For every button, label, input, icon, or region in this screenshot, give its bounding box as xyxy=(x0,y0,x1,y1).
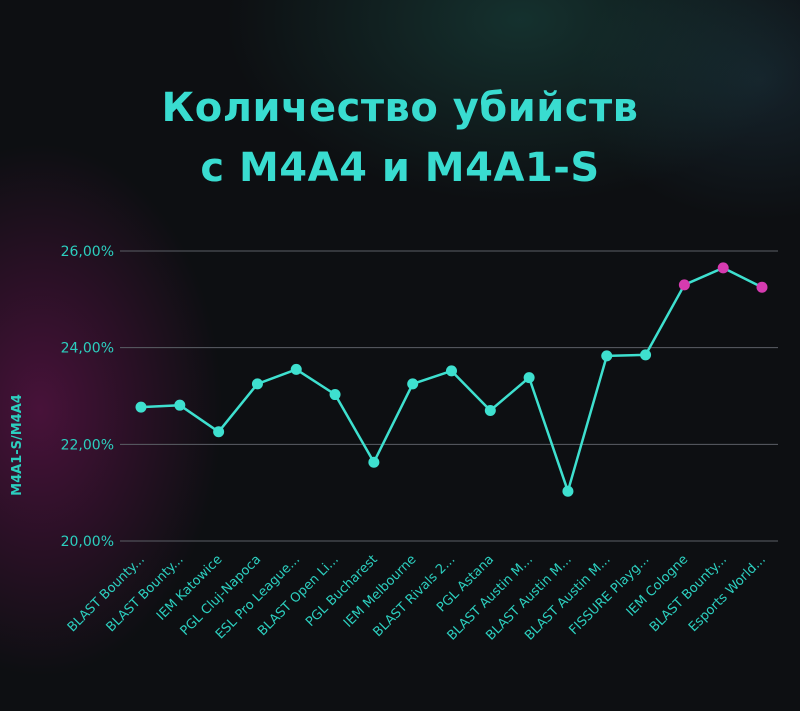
grid-lines xyxy=(120,250,778,542)
y-tick-label: 24,00% xyxy=(61,341,114,357)
data-point xyxy=(290,363,302,375)
y-tick-label: 26,00% xyxy=(61,244,114,260)
data-point xyxy=(640,349,652,361)
data-point xyxy=(601,350,613,362)
chart-title-line-1: Количество убийств xyxy=(161,85,639,131)
series-line xyxy=(140,266,763,493)
y-axis-label: M4A1-S/M4A4 xyxy=(10,394,25,496)
y-tick-label: 20,00% xyxy=(61,534,114,550)
data-point xyxy=(407,378,419,390)
data-point xyxy=(174,399,186,411)
data-point xyxy=(756,281,768,293)
data-points xyxy=(135,262,768,497)
data-point xyxy=(678,279,690,291)
chart-title: Количество убийств с M4A4 и M4A1-S xyxy=(0,78,800,198)
series-line-path xyxy=(140,266,763,493)
x-axis-ticks: BLAST Bounty...BLAST Bounty...IEM Katowi… xyxy=(65,552,769,643)
y-tick-label: 22,00% xyxy=(61,437,114,453)
data-point xyxy=(213,426,225,438)
data-point xyxy=(251,378,263,390)
data-point xyxy=(523,372,535,384)
data-point xyxy=(484,405,496,416)
data-point xyxy=(562,485,574,497)
data-point xyxy=(446,365,457,377)
data-point xyxy=(329,389,341,401)
data-point xyxy=(368,456,380,468)
y-axis-ticks: 20,00% 22,00% 24,00% 26,00% xyxy=(61,244,114,550)
data-point xyxy=(717,262,729,274)
chart-title-line-2: с M4A4 и M4A1-S xyxy=(200,145,600,191)
data-point xyxy=(135,401,147,413)
